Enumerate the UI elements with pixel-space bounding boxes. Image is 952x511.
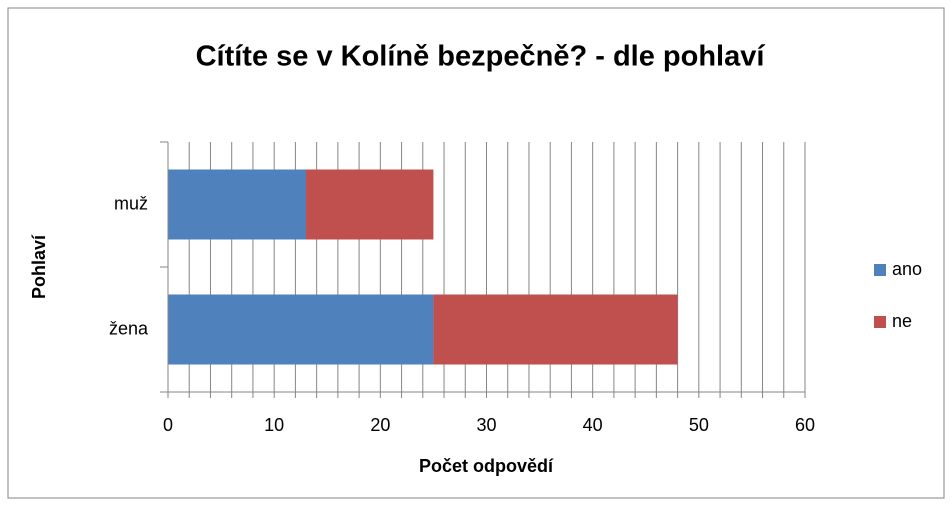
x-tick-label: 40 (583, 415, 603, 435)
bar-segment (168, 294, 434, 365)
chart-title: Cítíte se v Kolíně bezpečně? - dle pohla… (196, 41, 766, 73)
legend-label: ne (892, 311, 912, 331)
x-tick-label: 60 (795, 415, 815, 435)
x-tick-label: 50 (689, 415, 709, 435)
bar-segment (433, 294, 678, 365)
bar-segment (306, 169, 434, 240)
chart-border (7, 7, 945, 499)
x-tick-label: 0 (163, 415, 173, 435)
x-tick-label: 10 (264, 415, 284, 435)
legend-swatch (874, 264, 886, 276)
legend-swatch (874, 316, 886, 328)
bar-segment (168, 169, 307, 240)
x-tick-label: 20 (370, 415, 390, 435)
y-tick-label: žena (109, 318, 149, 338)
y-axis-label: Pohlaví (29, 234, 49, 299)
x-tick-label: 30 (476, 415, 496, 435)
y-tick-label: muž (114, 193, 148, 213)
legend-label: ano (892, 259, 922, 279)
x-axis-label: Počet odpovědí (419, 456, 554, 476)
